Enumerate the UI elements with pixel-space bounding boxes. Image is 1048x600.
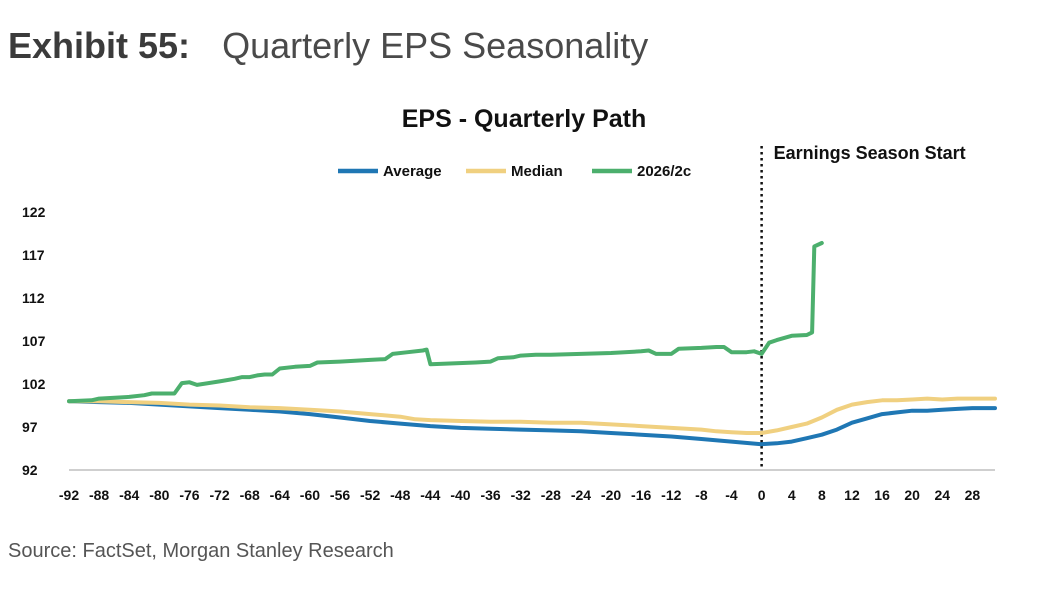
legend-label: Average [383, 163, 442, 180]
x-tick-label: -4 [725, 487, 738, 503]
series-line-median [67, 396, 997, 435]
x-tick-label: 16 [874, 487, 890, 503]
y-tick-label: 122 [22, 204, 46, 220]
earnings-season-start-label: Earnings Season Start [774, 143, 966, 163]
x-tick-label: 24 [935, 487, 951, 503]
x-tick-label: -76 [179, 487, 199, 503]
exhibit-number: Exhibit 55: [8, 25, 191, 66]
x-tick-label: -32 [511, 487, 531, 503]
x-tick-label: -36 [480, 487, 500, 503]
annotation: Earnings Season Start [760, 143, 966, 470]
x-tick-label: -52 [360, 487, 380, 503]
x-tick-label: -92 [59, 487, 79, 503]
legend-label: Median [511, 163, 563, 180]
series-line-average [67, 399, 997, 447]
x-tick-label: -88 [89, 487, 109, 503]
y-tick-label: 97 [22, 419, 38, 435]
series-line-2026-2c [67, 241, 824, 404]
x-tick-label: -12 [661, 487, 681, 503]
chart-title: EPS - Quarterly Path [401, 105, 647, 133]
x-tick-label: 20 [904, 487, 920, 503]
y-tick-label: 107 [22, 333, 46, 349]
y-tick-label: 92 [22, 462, 38, 478]
x-tick-label: -48 [390, 487, 410, 503]
x-tick-label: -40 [450, 487, 470, 503]
x-tick-label: 28 [965, 487, 981, 503]
x-tick-label: -72 [209, 487, 229, 503]
legend-label: 2026/2c [637, 163, 691, 180]
x-tick-label: -24 [571, 487, 591, 503]
x-tick-label: -68 [240, 487, 260, 503]
x-tick-label: -64 [270, 487, 290, 503]
y-tick-label: 112 [22, 290, 45, 306]
y-tick-label: 117 [22, 247, 45, 263]
source-note: Source: FactSet, Morgan Stanley Research [8, 540, 394, 562]
x-tick-label: -84 [119, 487, 139, 503]
series-lines [67, 241, 997, 447]
legend: Average Median 2026/2c [338, 163, 691, 180]
x-tick-label: -20 [601, 487, 621, 503]
exhibit-heading: Exhibit 55: Quarterly EPS Seasonality [8, 24, 648, 68]
exhibit-title: Quarterly EPS Seasonality [222, 25, 649, 66]
x-tick-label: -44 [420, 487, 440, 503]
x-tick-label: -28 [541, 487, 561, 503]
x-tick-label: 12 [844, 487, 860, 503]
x-tick-label: -80 [149, 487, 169, 503]
x-tick-label: 8 [818, 487, 826, 503]
y-tick-label: 102 [22, 376, 46, 392]
x-tick-label: -56 [330, 487, 350, 503]
x-tick-label: -60 [300, 487, 320, 503]
x-tick-label: -16 [631, 487, 651, 503]
x-tick-label: -8 [695, 487, 708, 503]
x-tick-label: 4 [788, 487, 796, 503]
x-tick-label: 0 [758, 487, 766, 503]
